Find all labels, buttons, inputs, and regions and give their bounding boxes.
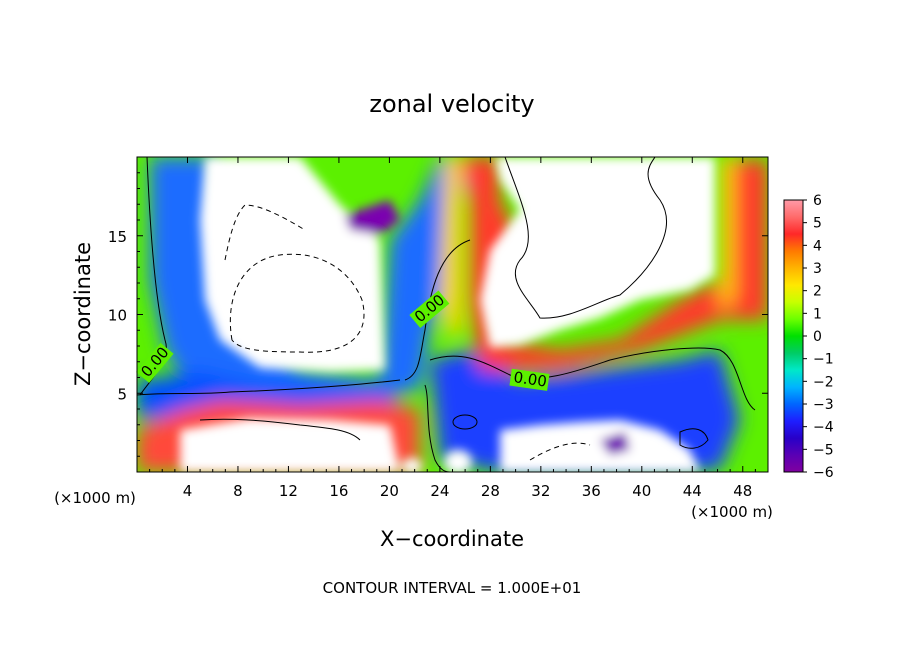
x-tick-label: 8 bbox=[233, 482, 243, 500]
x-tick-label: 44 bbox=[683, 482, 702, 500]
contour-label: 0.00 bbox=[509, 368, 550, 391]
contour-lines-dashed bbox=[224, 204, 591, 461]
colorbar-label: 4 bbox=[813, 238, 822, 254]
colorbar-fill bbox=[784, 200, 803, 472]
y-tick-label: 10 bbox=[108, 307, 127, 325]
x-tick-label: 20 bbox=[380, 482, 399, 500]
x-tick-label: 36 bbox=[582, 482, 601, 500]
x-tick-label: 4 bbox=[183, 482, 193, 500]
colorbar-label: 1 bbox=[813, 306, 822, 322]
x-tick-label: 16 bbox=[329, 482, 348, 500]
x-tick-label: 12 bbox=[279, 482, 298, 500]
x-tick-label: 28 bbox=[481, 482, 500, 500]
x-axis-label: X−coordinate bbox=[380, 527, 524, 551]
x-unit-label: (×1000 m) bbox=[691, 503, 773, 521]
colorbar: 6 5 4 3 2 1 0 −1 −2 −3 −4 −5 −6 bbox=[783, 193, 834, 481]
x-tick-label: 40 bbox=[632, 482, 651, 500]
velocity-field bbox=[137, 157, 768, 472]
y-axis-label: Z−coordinate bbox=[71, 242, 95, 386]
x-tick-label: 48 bbox=[733, 482, 752, 500]
chart-title: zonal velocity bbox=[369, 90, 534, 118]
colorbar-label: −4 bbox=[813, 420, 834, 436]
contour-label-text-3: 0.00 bbox=[512, 368, 548, 390]
x-axis: 4 8 12 16 20 24 28 32 36 40 44 48 bbox=[149, 157, 756, 500]
colorbar-label: −6 bbox=[813, 465, 834, 481]
x-tick-label: 32 bbox=[531, 482, 550, 500]
y-unit-label: (×1000 m) bbox=[54, 489, 136, 507]
colorbar-label: 3 bbox=[813, 261, 822, 277]
colorbar-label: 5 bbox=[813, 216, 822, 232]
colorbar-label: 0 bbox=[813, 329, 822, 345]
colorbar-label: −3 bbox=[813, 397, 834, 413]
colorbar-label: 6 bbox=[813, 193, 822, 209]
contour-interval-footer: CONTOUR INTERVAL = 1.000E+01 bbox=[323, 579, 582, 597]
colorbar-label: −5 bbox=[813, 442, 834, 458]
y-axis: 5 10 15 bbox=[108, 172, 768, 457]
colorbar-label: −1 bbox=[813, 352, 834, 368]
y-tick-label: 15 bbox=[108, 228, 127, 246]
colorbar-label: 2 bbox=[813, 284, 822, 300]
x-tick-label: 24 bbox=[430, 482, 449, 500]
colorbar-label: −2 bbox=[813, 374, 834, 390]
y-tick-label: 5 bbox=[117, 385, 127, 403]
